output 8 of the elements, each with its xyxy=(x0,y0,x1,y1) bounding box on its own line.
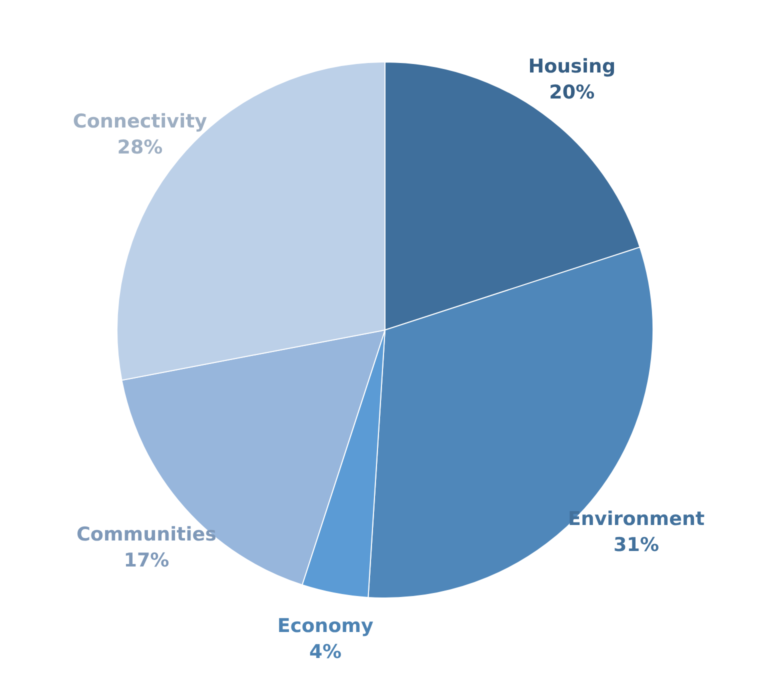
data-label: 31% xyxy=(614,534,660,556)
slice-label: Housing xyxy=(528,56,616,78)
slice-label: Economy xyxy=(277,615,374,637)
data-label: 28% xyxy=(117,136,163,158)
data-label: 20% xyxy=(549,82,595,104)
data-label: 4% xyxy=(309,641,342,663)
data-label: 17% xyxy=(124,549,170,572)
slice-label: Connectivity xyxy=(72,110,208,132)
